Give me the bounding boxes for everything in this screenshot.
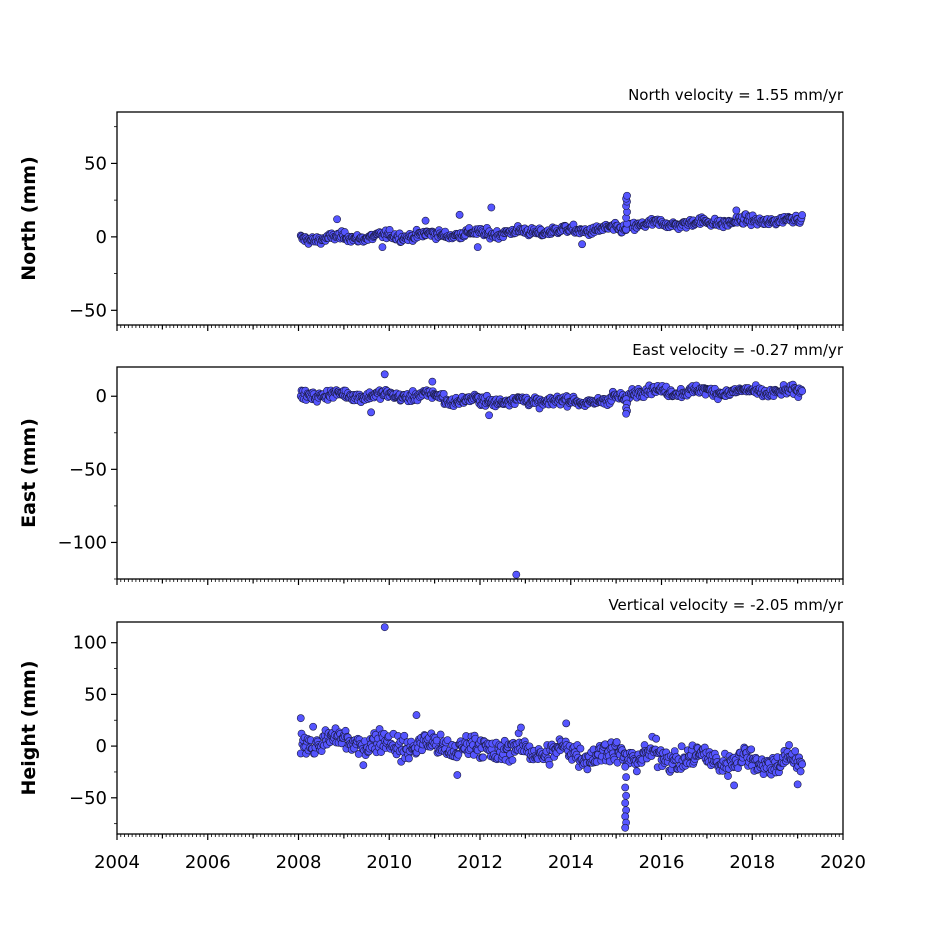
axes-frame (116, 621, 844, 835)
outlier-point (378, 243, 387, 252)
data-point (623, 191, 631, 200)
data-point (454, 750, 463, 759)
y-tick-label: 50 (84, 153, 107, 174)
outlier-point (793, 780, 802, 789)
outlier-point (512, 570, 521, 579)
data-point (517, 723, 525, 732)
data-point (785, 741, 793, 749)
panel-2: East velocity = -0.27 mm/yr East (mm) −100… (18, 341, 844, 585)
y-tick-label: −50 (69, 459, 107, 480)
data-point (632, 767, 641, 776)
data-point (622, 773, 631, 782)
outlier-point (730, 781, 738, 790)
outlier-point (333, 215, 341, 224)
outlier-point (485, 411, 493, 420)
data-point (798, 211, 807, 219)
panel-title: Vertical velocity = -2.05 mm/yr (608, 596, 843, 614)
y-tick-label: 0 (96, 227, 107, 248)
data-point (612, 738, 621, 746)
y-tick-label: −50 (69, 300, 107, 321)
x-tick-label: 2014 (548, 852, 594, 873)
series-points (296, 623, 807, 832)
data-point (545, 760, 554, 769)
data-point (798, 387, 807, 395)
y-tick-label: 0 (96, 386, 107, 407)
y-tick-label: 50 (84, 684, 107, 705)
series-points (296, 191, 807, 252)
outlier-point (578, 240, 586, 249)
x-tick-label: 2018 (729, 852, 775, 873)
outlier-point (473, 243, 482, 252)
data-point (359, 761, 368, 770)
data-point (621, 799, 630, 807)
axes-frame (116, 111, 844, 326)
data-point (621, 823, 630, 832)
x-tick-label: 2006 (185, 852, 231, 873)
data-point (443, 736, 452, 745)
y-tick-label: −50 (69, 788, 107, 809)
y-tick-label: −100 (58, 532, 107, 553)
y-axis-label: North (mm) (18, 156, 40, 281)
x-tick-label: 2004 (94, 852, 140, 873)
x-tick-label: 2016 (639, 852, 685, 873)
series-points (296, 370, 807, 579)
y-axis-label: Height (mm) (18, 660, 40, 795)
axes-frame (116, 366, 844, 580)
data-point (652, 734, 661, 743)
x-tick-label: 2020 (820, 852, 866, 873)
data-point (436, 730, 445, 739)
data-point (309, 722, 318, 731)
x-tick-label: 2008 (276, 852, 322, 873)
data-point (583, 765, 592, 774)
data-point (622, 791, 631, 800)
outlier-point (487, 203, 496, 212)
data-point (405, 754, 413, 763)
panel-1: North velocity = 1.55 mm/yr North (mm) −50… (18, 86, 844, 331)
outlier-point (732, 206, 741, 215)
data-point (621, 762, 630, 771)
data-point (791, 747, 800, 756)
outlier-point (453, 771, 462, 779)
data-point (747, 745, 756, 754)
y-tick-label: 0 (96, 736, 107, 757)
outlier-point (428, 377, 437, 386)
data-point (400, 731, 409, 740)
outlier-point (412, 711, 421, 719)
outlier-point (421, 216, 430, 225)
outlier-point (562, 719, 571, 728)
data-point (621, 783, 630, 792)
data-point (622, 409, 631, 418)
y-tick-label: 100 (73, 633, 107, 654)
outlier-point (380, 623, 389, 632)
y-axis-label: East (mm) (18, 418, 40, 528)
data-point (479, 753, 487, 762)
data-point (724, 772, 732, 780)
outlier-point (296, 714, 305, 723)
data-point (798, 760, 807, 769)
data-point (796, 767, 805, 776)
outlier-point (367, 408, 375, 417)
panel-title: East velocity = -0.27 mm/yr (632, 341, 844, 359)
data-point (677, 742, 686, 751)
panel-title: North velocity = 1.55 mm/yr (628, 86, 844, 104)
outlier-point (455, 210, 464, 219)
x-tick-label: 2012 (457, 852, 503, 873)
data-point (508, 756, 517, 765)
x-tick-label: 2010 (366, 852, 412, 873)
outlier-point (380, 370, 389, 379)
data-point (576, 744, 585, 753)
panel-3: Vertical velocity = -2.05 mm/yr Height (m… (18, 596, 866, 873)
